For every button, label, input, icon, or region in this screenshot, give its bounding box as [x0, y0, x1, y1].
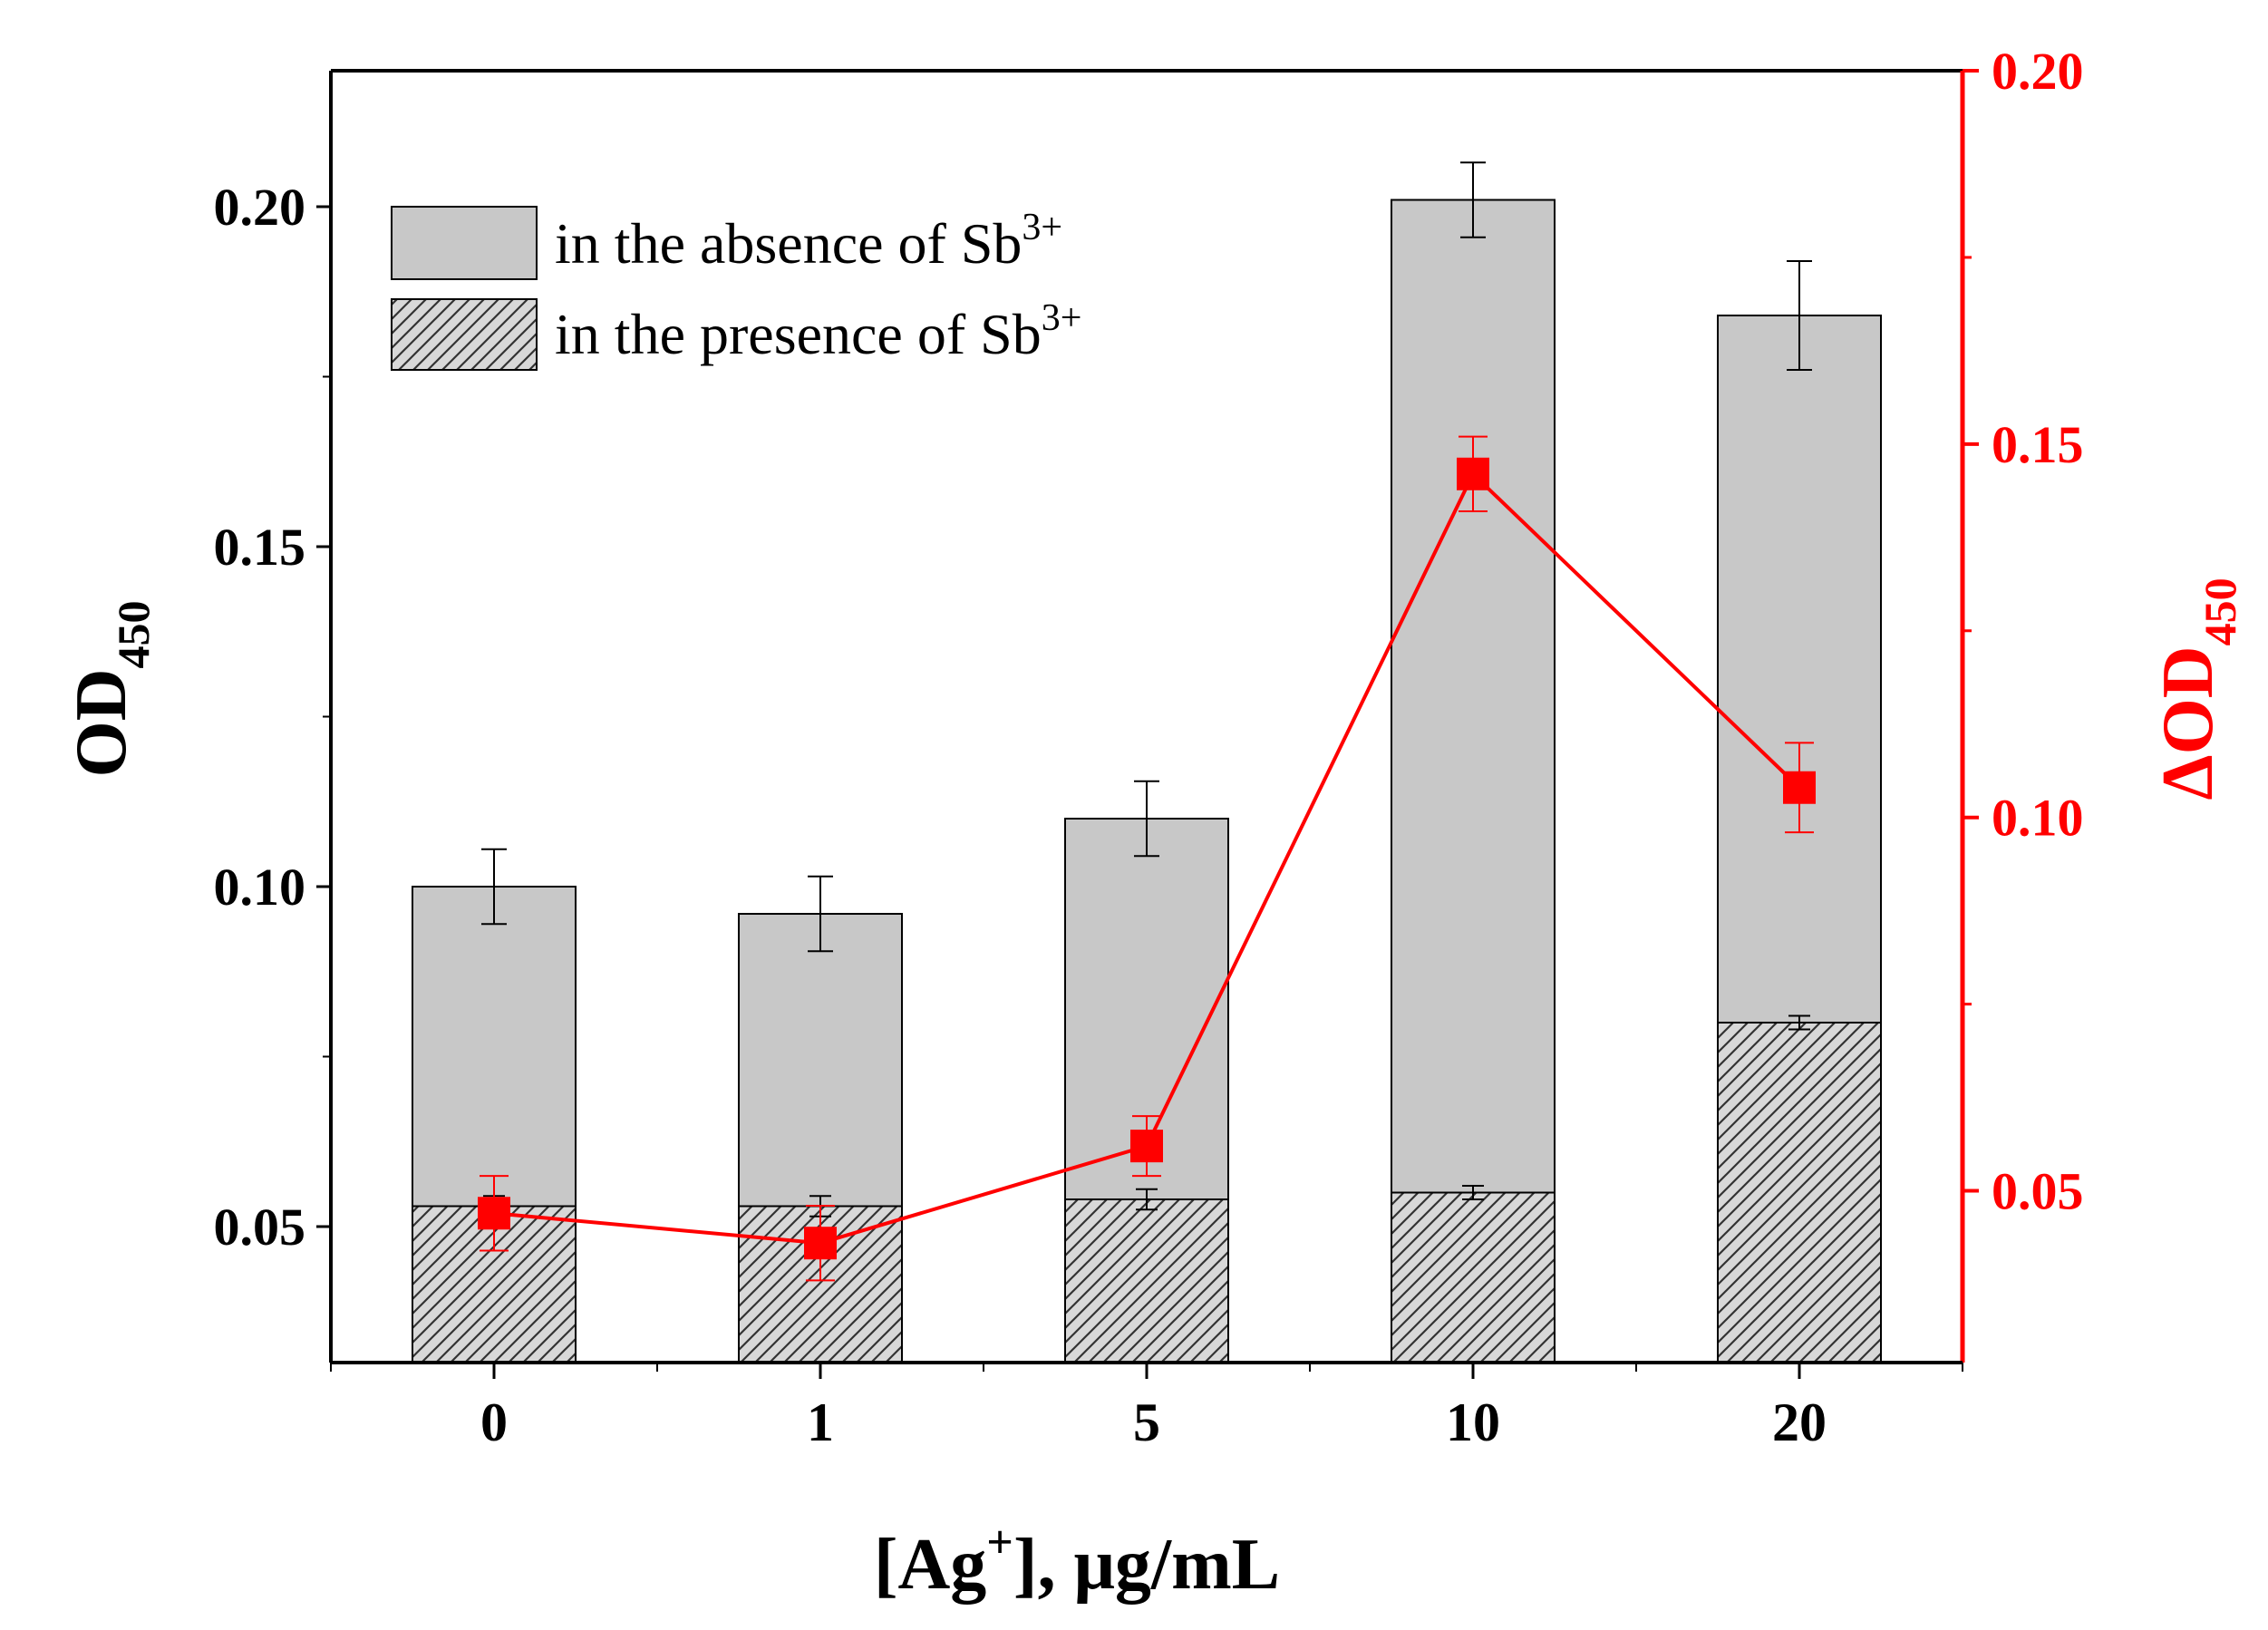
- errorbar-absence-20: [1787, 260, 1812, 371]
- right-y-axis: 0.05 0.10 0.15 0.20: [1960, 42, 2084, 1363]
- series-delta-line: [478, 435, 1816, 1282]
- left-y-axis-title: OD450: [62, 601, 159, 778]
- series-absence-errorbars: [481, 161, 1812, 953]
- right-tick-label-0.10: 0.10: [1992, 789, 2084, 848]
- left-tick-label-0.20: 0.20: [214, 178, 306, 237]
- delta-marker-5: [1130, 1130, 1163, 1163]
- x-tick-label-5: 5: [1133, 1392, 1160, 1452]
- right-tick-label-0.15: 0.15: [1992, 415, 2084, 474]
- right-tick-label-0.05: 0.05: [1992, 1162, 2084, 1221]
- x-tick-label-10: 10: [1446, 1392, 1500, 1452]
- errorbar-absence-5: [1134, 780, 1159, 858]
- left-tick-label-0.05: 0.05: [214, 1198, 306, 1256]
- errorbar-presence-10: [1462, 1185, 1484, 1200]
- delta-marker-20: [1783, 771, 1816, 804]
- errorbar-absence-10: [1460, 161, 1486, 238]
- legend-label-presence: in the presence of Sb3+: [555, 297, 1081, 366]
- bar-absence-10: [1391, 199, 1556, 1363]
- left-tick-label-0.15: 0.15: [214, 518, 306, 577]
- right-y-axis-title: ΔOD450: [2148, 577, 2245, 800]
- legend-swatch-absence: [391, 206, 538, 280]
- left-y-axis: 0.05 0.10 0.15 0.20: [214, 178, 331, 1256]
- bar-presence-5: [1064, 1198, 1229, 1363]
- bar-presence-20: [1717, 1022, 1882, 1363]
- errorbar-presence-5: [1136, 1188, 1158, 1211]
- x-axis-title: [Ag+], μg/mL: [874, 1517, 1280, 1605]
- left-tick-label-0.10: 0.10: [214, 858, 306, 917]
- delta-marker-10: [1457, 457, 1489, 490]
- legend-label-absence: in the absence of Sb3+: [555, 207, 1062, 276]
- legend-swatch-presence: [391, 298, 538, 371]
- errorbar-presence-20: [1788, 1014, 1810, 1031]
- series-presence-bars: [412, 1022, 1882, 1363]
- right-tick-label-0.20: 0.20: [1992, 42, 2084, 101]
- x-tick-label-1: 1: [807, 1392, 834, 1452]
- delta-marker-0: [478, 1197, 510, 1230]
- bar-presence-10: [1391, 1191, 1556, 1363]
- errorbar-absence-0: [481, 848, 507, 926]
- delta-marker-1: [804, 1227, 837, 1260]
- errorbar-absence-1: [808, 875, 833, 953]
- x-axis: 0 1 5 10 20: [330, 1361, 1963, 1452]
- x-tick-label-0: 0: [480, 1392, 508, 1452]
- legend: in the absence of Sb3+ in the presence o…: [391, 206, 1081, 371]
- x-tick-label-20: 20: [1772, 1392, 1827, 1452]
